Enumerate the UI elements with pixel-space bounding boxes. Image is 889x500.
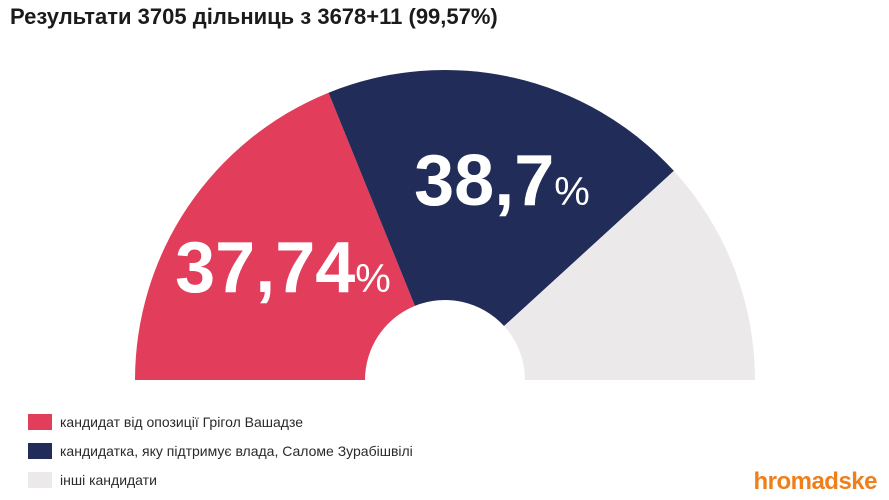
legend-swatch — [28, 472, 52, 488]
chart-title: Результати 3705 дільниць з 3678+11 (99,5… — [10, 4, 498, 29]
legend-label: інші кандидати — [60, 472, 157, 488]
semicircle-chart: 37,74% 38,7% — [135, 70, 755, 380]
hromadske-logo: hromadske — [753, 468, 877, 495]
legend-label: кандидатка, яку підтримує влада, Саломе … — [60, 443, 413, 459]
legend-item-opposition: кандидат від опозиції Грігол Вашадзе — [28, 412, 413, 432]
legend: кандидат від опозиції Грігол Вашадзе кан… — [28, 412, 413, 490]
slice-value-label: 38,7% — [414, 141, 590, 221]
slice-government — [328, 70, 674, 327]
legend-item-others: інші кандидати — [28, 470, 413, 490]
slice-opposition — [135, 92, 415, 380]
slice-others — [504, 170, 755, 380]
legend-item-government: кандидатка, яку підтримує влада, Саломе … — [28, 441, 413, 461]
legend-swatch — [28, 414, 52, 430]
legend-swatch — [28, 443, 52, 459]
slice-value-label: 37,74% — [175, 228, 391, 308]
legend-label: кандидат від опозиції Грігол Вашадзе — [60, 414, 304, 430]
